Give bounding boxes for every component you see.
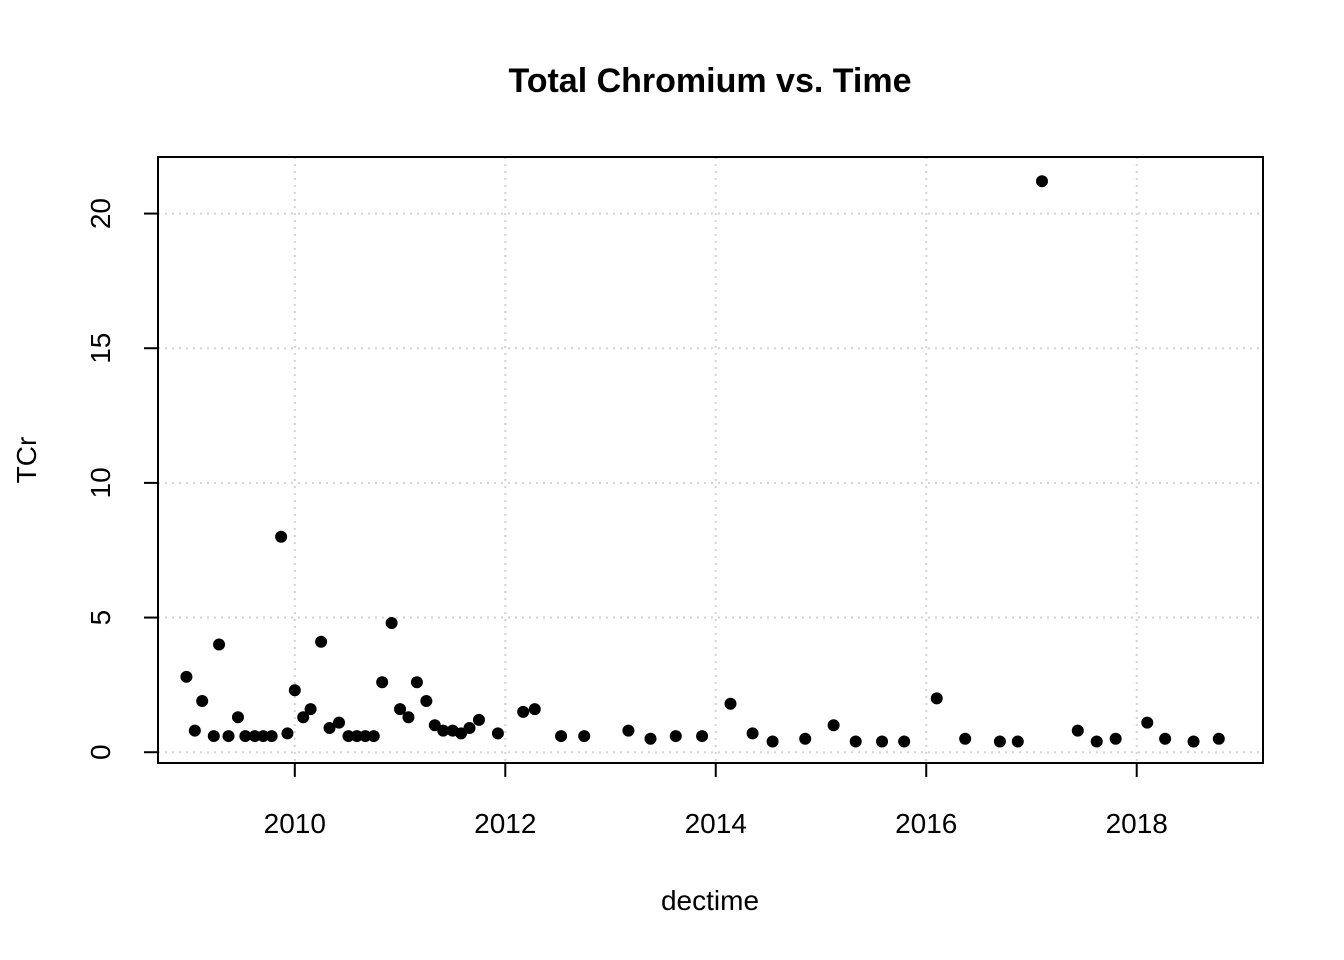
x-tick-label: 2010 [264, 808, 326, 839]
data-point [367, 730, 380, 743]
data-point [315, 635, 328, 648]
data-point [1011, 735, 1024, 748]
data-point [342, 730, 355, 743]
data-point [1090, 735, 1103, 748]
data-point [993, 735, 1006, 748]
data-points [180, 175, 1225, 748]
data-point [1036, 175, 1048, 188]
data-point [297, 711, 310, 724]
y-axis-label: TCr [11, 437, 42, 484]
data-point [265, 730, 278, 743]
data-point [213, 638, 226, 651]
data-point [724, 697, 737, 710]
y-tick-label: 0 [85, 744, 116, 760]
data-point [849, 735, 862, 748]
y-tick-label: 20 [85, 198, 116, 229]
data-point [385, 616, 398, 629]
data-point [696, 730, 709, 743]
data-point [359, 730, 372, 743]
grid [158, 157, 1263, 763]
data-point [180, 670, 193, 683]
data-point [472, 713, 485, 726]
data-point [188, 724, 201, 737]
y-axis: 0 5 10 15 20 [85, 198, 158, 760]
data-point [517, 705, 530, 718]
data-point [799, 732, 812, 745]
x-tick-label: 2014 [685, 808, 747, 839]
x-tick-label: 2016 [895, 808, 957, 839]
data-point [644, 732, 657, 745]
y-tick-label: 10 [85, 467, 116, 498]
data-point [746, 727, 759, 740]
data-point [257, 730, 270, 743]
data-point [350, 730, 363, 743]
data-point [491, 727, 504, 740]
data-point [766, 735, 779, 748]
data-point [323, 721, 336, 734]
data-point [402, 711, 415, 724]
data-point [555, 730, 568, 743]
x-axis-label: dectime [661, 885, 759, 916]
plot-frame [157, 156, 1264, 764]
data-point [930, 692, 943, 705]
data-point [275, 530, 288, 543]
x-tick-label: 2012 [474, 808, 536, 839]
data-point [304, 703, 317, 716]
data-point [669, 730, 682, 743]
data-point [376, 676, 389, 689]
data-point [333, 716, 346, 729]
data-point [578, 730, 591, 743]
data-point [1071, 724, 1084, 737]
data-point [394, 703, 407, 716]
x-axis: 2010 2012 2014 2016 2018 [264, 763, 1168, 839]
data-point [437, 724, 450, 737]
data-point [876, 735, 889, 748]
chart-title: Total Chromium vs. Time [508, 62, 911, 100]
data-point [420, 695, 433, 708]
data-point [1141, 716, 1154, 729]
data-point [196, 695, 209, 708]
y-tick-label: 15 [85, 333, 116, 364]
data-point [1109, 732, 1122, 745]
data-point [231, 711, 244, 724]
data-point [827, 719, 840, 732]
data-point [288, 684, 301, 697]
data-point [622, 724, 635, 737]
x-tick-label: 2018 [1106, 808, 1168, 839]
data-point [1187, 735, 1200, 748]
y-tick-label: 5 [85, 610, 116, 626]
data-point [410, 676, 423, 689]
data-point [281, 727, 294, 740]
data-point [248, 730, 261, 743]
data-point [239, 730, 252, 743]
data-point [1159, 732, 1172, 745]
data-point [207, 730, 220, 743]
data-point [959, 732, 972, 745]
data-point [528, 703, 541, 716]
data-point [222, 730, 235, 743]
data-point [898, 735, 911, 748]
data-point [1212, 732, 1225, 745]
data-point [463, 721, 476, 734]
